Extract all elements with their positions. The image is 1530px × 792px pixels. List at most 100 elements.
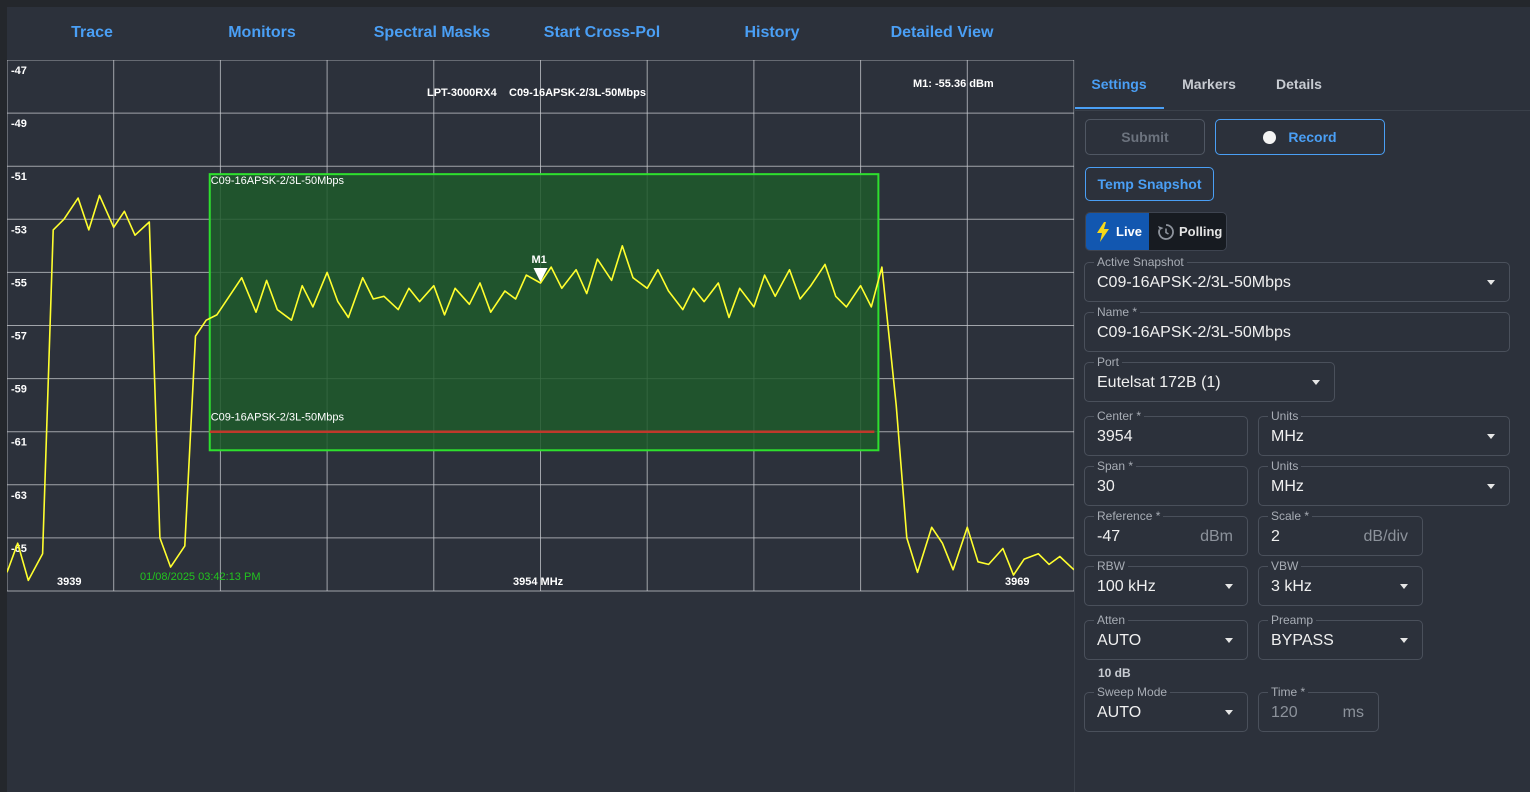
tab-markers[interactable]: Markers [1182, 76, 1236, 92]
record-icon [1263, 130, 1277, 144]
reference-value: -47 [1097, 528, 1121, 545]
mask-bottom-label: C09-16APSK-2/3L-50Mbps [211, 412, 345, 424]
preamp-label: Preamp [1268, 613, 1317, 627]
reference-label: Reference * [1094, 509, 1164, 523]
reference-field[interactable]: Reference * -47 dBm [1084, 509, 1248, 556]
tab-details[interactable]: Details [1276, 76, 1322, 92]
preamp-select[interactable]: Preamp BYPASS [1258, 613, 1423, 660]
submit-button-label: Submit [1121, 129, 1169, 145]
atten-value: AUTO [1097, 632, 1142, 649]
scale-unit: dB/div [1363, 528, 1408, 545]
spectrum-plot-svg[interactable]: -47-49-51-53-55-57-59-61-63-65 C09-16APS… [7, 60, 1074, 593]
live-polling-toggle: Live Polling [1085, 212, 1227, 251]
marker-m1-triangle[interactable] [533, 267, 548, 282]
vbw-value: 3 kHz [1271, 578, 1312, 595]
atten-select[interactable]: Atten AUTO [1084, 613, 1248, 660]
y-tick-label: -47 [11, 65, 27, 77]
chevron-down-icon [1487, 280, 1495, 285]
span-label: Span * [1094, 459, 1137, 473]
atten-label: Atten [1094, 613, 1129, 627]
nav-spectral-masks[interactable]: Spectral Masks [373, 24, 491, 41]
nav-start-cross-pol[interactable]: Start Cross-Pol [543, 24, 661, 41]
vbw-select[interactable]: VBW 3 kHz [1258, 559, 1423, 606]
mask-top-label: C09-16APSK-2/3L-50Mbps [211, 175, 345, 187]
time-value: 120 [1271, 704, 1298, 721]
active-snapshot-select[interactable]: Active Snapshot C09-16APSK-2/3L-50Mbps [1084, 255, 1510, 302]
settings-panel: Settings Markers Details Submit Record T… [1075, 60, 1530, 792]
stop-freq-label: 3969 [1005, 576, 1029, 588]
center-units-label: Units [1268, 409, 1302, 423]
center-units-value: MHz [1271, 428, 1304, 445]
record-button[interactable]: Record [1215, 119, 1385, 155]
y-tick-label: -53 [11, 224, 27, 236]
start-freq-label: 3939 [57, 576, 81, 588]
lightning-icon [1097, 221, 1109, 242]
chevron-down-icon [1312, 380, 1320, 385]
live-label: Live [1116, 224, 1143, 239]
active-snapshot-value: C09-16APSK-2/3L-50Mbps [1097, 274, 1291, 291]
chevron-down-icon [1400, 584, 1408, 589]
rbw-value: 100 kHz [1097, 578, 1156, 595]
time-field[interactable]: Time * 120 ms [1258, 685, 1379, 732]
live-toggle-button[interactable]: Live [1086, 213, 1149, 250]
span-units-select[interactable]: Units MHz [1258, 459, 1510, 506]
port-value: Eutelsat 172B (1) [1097, 374, 1221, 391]
chevron-down-icon [1487, 434, 1495, 439]
port-select[interactable]: Port Eutelsat 172B (1) [1084, 355, 1335, 402]
span-field[interactable]: Span * 30 [1084, 459, 1248, 506]
span-value: 30 [1097, 478, 1115, 495]
scale-label: Scale * [1268, 509, 1313, 523]
y-tick-label: -63 [11, 490, 27, 502]
name-label: Name * [1094, 305, 1141, 319]
nav-trace[interactable]: Trace [71, 24, 113, 41]
trace-line [7, 194, 1074, 582]
temp-snapshot-label: Temp Snapshot [1097, 176, 1202, 192]
panel-tabs: Settings Markers Details [1075, 60, 1530, 111]
nav-detailed-view[interactable]: Detailed View [890, 24, 994, 41]
record-button-label: Record [1288, 129, 1337, 145]
polling-label: Polling [1179, 224, 1223, 239]
nav-monitors[interactable]: Monitors [228, 24, 296, 41]
atten-note: 10 dB [1098, 666, 1131, 680]
reference-unit: dBm [1200, 528, 1233, 545]
scale-value: 2 [1271, 528, 1280, 545]
rbw-label: RBW [1094, 559, 1128, 573]
y-tick-label: -55 [11, 277, 27, 289]
temp-snapshot-button[interactable]: Temp Snapshot [1085, 167, 1214, 201]
y-tick-label: -59 [11, 384, 27, 396]
spectral-mask-region[interactable] [208, 173, 880, 452]
spectrum-plot[interactable]: -47 -49 -51 -53 -55 -57 -59 -61 -63 -65 C09-16APS… [7, 60, 1074, 593]
center-value: 3954 [1097, 428, 1133, 445]
chevron-down-icon [1225, 638, 1233, 643]
submit-button[interactable]: Submit [1085, 119, 1205, 155]
center-field[interactable]: Center * 3954 [1084, 409, 1248, 456]
chevron-down-icon [1487, 484, 1495, 489]
sweep-mode-label: Sweep Mode [1094, 685, 1171, 699]
trace-series [7, 194, 1074, 582]
top-nav: Trace Monitors Spectral Masks Start Cros… [7, 7, 1530, 59]
timestamp: 01/08/2025 03:42:13 PM [140, 571, 260, 583]
preamp-value: BYPASS [1271, 632, 1334, 649]
vbw-label: VBW [1268, 559, 1302, 573]
nav-history[interactable]: History [744, 24, 800, 41]
sweep-mode-select[interactable]: Sweep Mode AUTO [1084, 685, 1248, 732]
tab-settings[interactable]: Settings [1091, 76, 1147, 92]
marker-readout: M1: -55.36 dBm [913, 78, 994, 90]
center-units-select[interactable]: Units MHz [1258, 409, 1510, 456]
center-freq-label: 3954 MHz [513, 576, 564, 588]
sweep-mode-value: AUTO [1097, 704, 1142, 721]
y-tick-label: -49 [11, 118, 27, 130]
y-tick-label: -57 [11, 331, 27, 343]
refresh-clock-icon [1158, 223, 1174, 240]
active-snapshot-label: Active Snapshot [1094, 255, 1187, 269]
rbw-select[interactable]: RBW 100 kHz [1084, 559, 1248, 606]
time-label: Time * [1268, 685, 1309, 699]
port-label: Port [1094, 355, 1123, 369]
time-unit: ms [1342, 704, 1364, 721]
panel-divider [1074, 60, 1075, 792]
scale-field[interactable]: Scale * 2 dB/div [1258, 509, 1423, 556]
y-tick-label: -51 [11, 171, 27, 183]
name-field[interactable]: Name * C09-16APSK-2/3L-50Mbps [1084, 305, 1510, 352]
chevron-down-icon [1400, 638, 1408, 643]
polling-toggle-button[interactable]: Polling [1149, 213, 1226, 250]
